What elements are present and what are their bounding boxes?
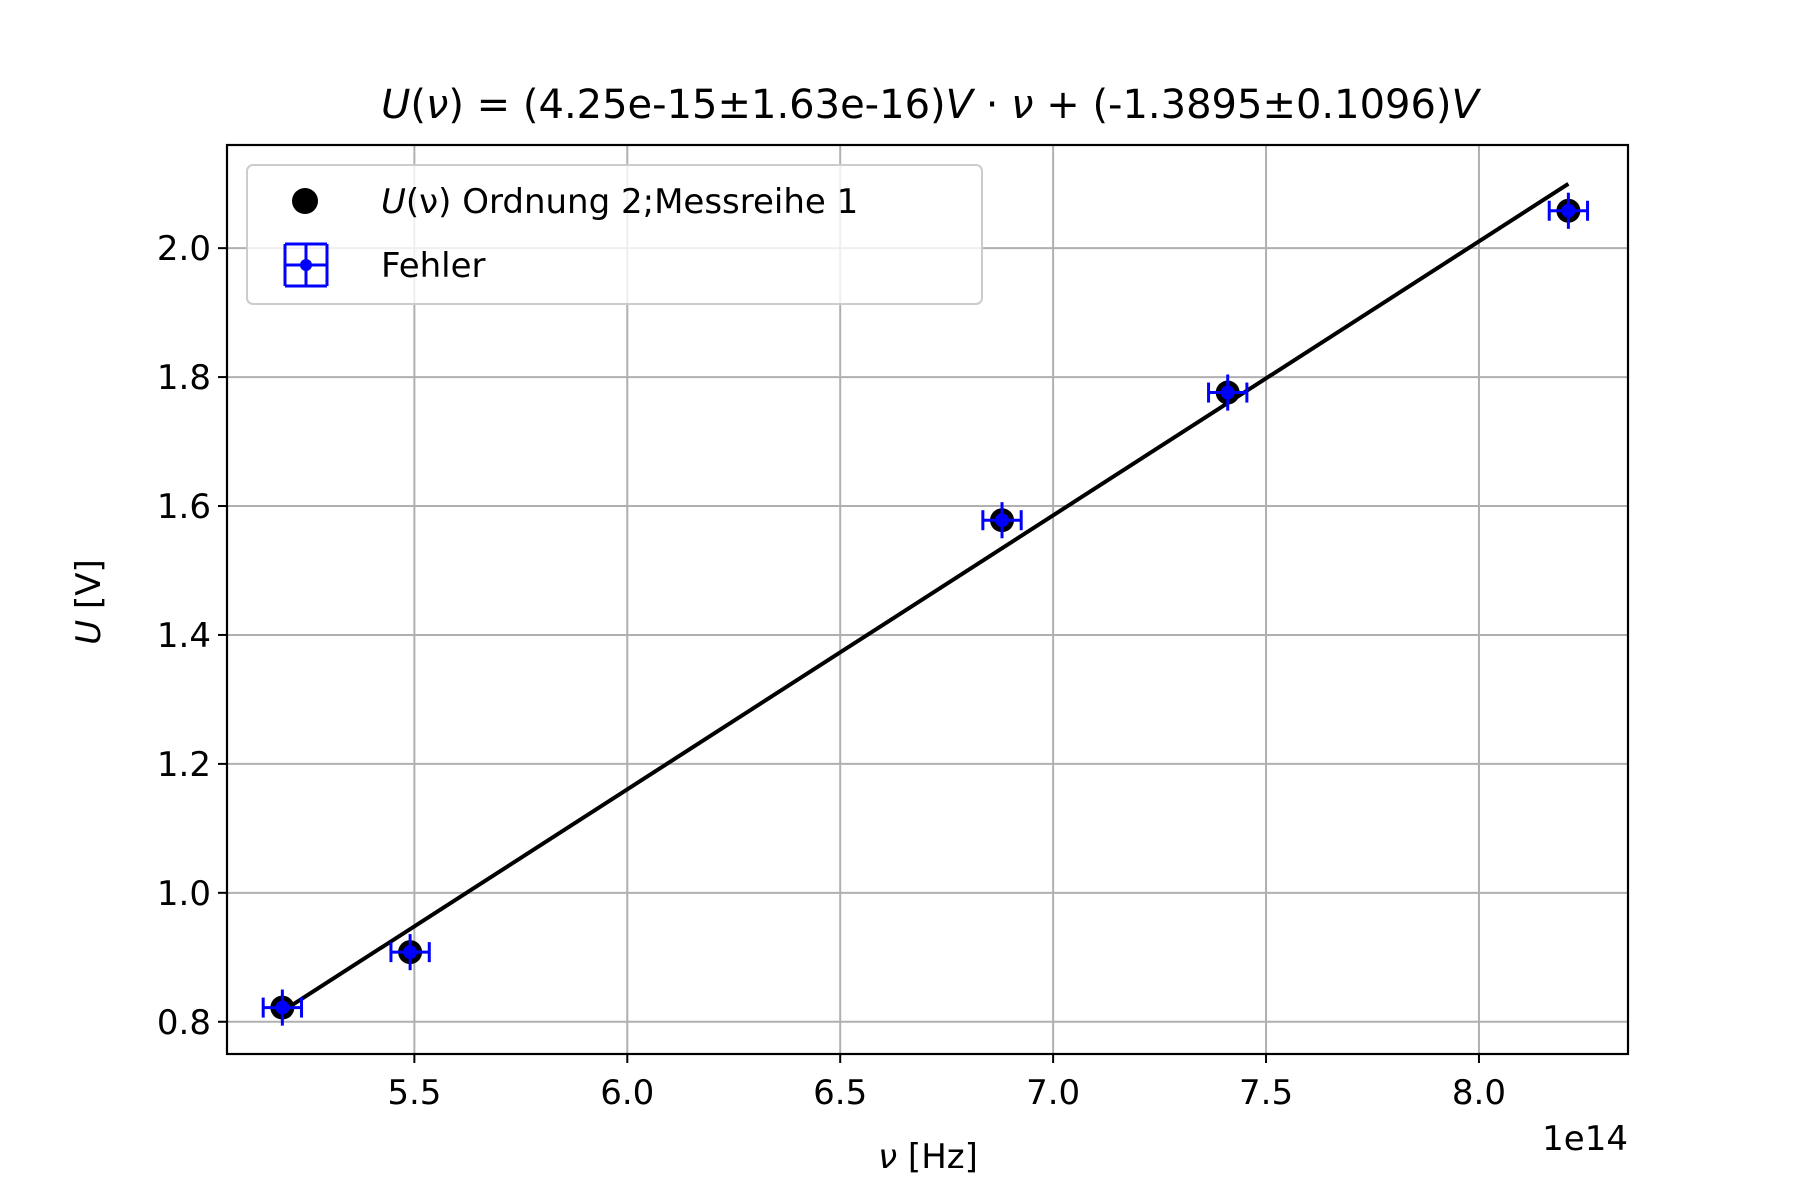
- x-tick-label: 7.0: [1026, 1073, 1080, 1113]
- y-tick-label: 1.2: [157, 745, 211, 785]
- title-paren-close: ): [448, 82, 464, 128]
- legend-points-paren: (ν): [406, 182, 452, 222]
- y-tick-label: 0.8: [157, 1003, 211, 1043]
- error-bar-center: [1220, 385, 1235, 400]
- title-v-symbol-1: V: [946, 82, 976, 128]
- y-tick-label: 1.0: [157, 874, 211, 914]
- error-bar-center: [275, 1000, 290, 1015]
- x-tick-label: 7.5: [1239, 1073, 1293, 1113]
- title-paren-open: (: [410, 82, 426, 128]
- data-points-group: [270, 198, 1581, 1020]
- fit-line: [281, 182, 1570, 1013]
- y-tick-label: 2.0: [157, 229, 211, 269]
- x-axis-label-symbol: ν: [878, 1137, 897, 1177]
- legend: U(ν) Ordnung 2;Messreihe 1 Fehler: [246, 164, 983, 305]
- error-bar: [261, 989, 304, 1026]
- legend-label-errorbar: Fehler: [381, 246, 486, 286]
- x-tick-label: 6.0: [600, 1073, 654, 1113]
- title-nu-symbol: ν: [426, 82, 448, 128]
- y-axis-label-symbol: U: [69, 620, 109, 645]
- y-axis-label: U [V]: [69, 559, 109, 645]
- y-tick-label: 1.8: [157, 358, 211, 398]
- y-tick-label: 1.6: [157, 487, 211, 527]
- title-dot: ·: [973, 82, 1011, 128]
- error-bars-group: [261, 192, 1590, 1026]
- title-nu-symbol-2: ν: [1011, 82, 1033, 128]
- title-v-symbol-2: V: [1452, 82, 1482, 128]
- error-bar-center: [995, 513, 1010, 528]
- x-axis-label: ν [Hz]: [878, 1137, 978, 1177]
- legend-marker-points: [292, 188, 318, 214]
- chart-title: U(ν) = (4.25e-15±1.63e-16)V · ν + (-1.38…: [381, 82, 1481, 128]
- error-bar-center: [1561, 203, 1576, 218]
- x-axis-label-unit: [Hz]: [897, 1137, 978, 1177]
- legend-points-rest: Ordnung 2;Messreihe 1: [451, 182, 858, 222]
- legend-points-u: U: [381, 182, 406, 222]
- x-tick-label: 5.5: [387, 1073, 441, 1113]
- legend-marker-errorbar: [283, 242, 329, 288]
- title-intercept-term: + (-1.3895±0.1096): [1034, 82, 1452, 128]
- title-u-symbol: U: [381, 82, 410, 128]
- y-axis-ticks: 0.8 1.0 1.2 1.4 1.6 1.8 2.0: [157, 229, 227, 1043]
- error-bar-center: [403, 945, 418, 960]
- x-tick-label: 8.0: [1452, 1073, 1506, 1113]
- legend-label-points: U(ν) Ordnung 2;Messreihe 1: [381, 182, 858, 222]
- legend-box: [246, 164, 983, 305]
- x-axis-offset-label: 1e14: [1542, 1119, 1628, 1159]
- y-axis-label-unit: [V]: [69, 559, 109, 620]
- plot-frame: [225, 143, 1630, 1056]
- fit-line-group: [281, 182, 1570, 1013]
- y-tick-label: 1.4: [157, 616, 211, 656]
- title-slope-term: = (4.25e-15±1.63e-16): [464, 82, 946, 128]
- x-axis-ticks: 5.5 6.0 6.5 7.0 7.5 8.0: [387, 1054, 1506, 1113]
- x-tick-label: 6.5: [813, 1073, 867, 1113]
